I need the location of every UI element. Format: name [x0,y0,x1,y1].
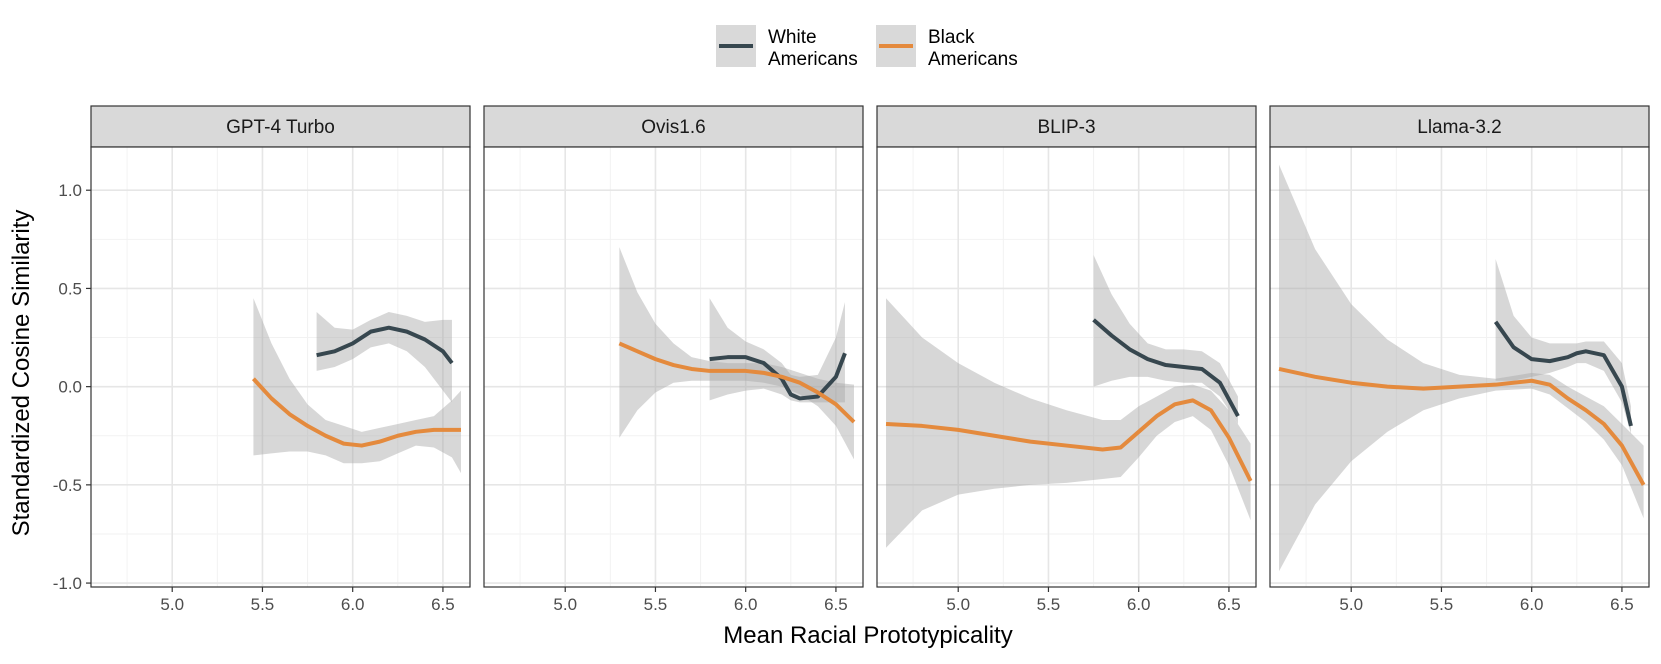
facet-strip [90,105,471,148]
confidence-band [1279,164,1644,572]
confidence-band [253,298,461,474]
y-axis: 1.0 0.5 0.0 -0.5 -1.0 [53,181,91,593]
series-line [1493,320,1633,427]
plot-area [1270,147,1649,587]
facet-strip [483,105,864,148]
confidence-band [886,298,1251,548]
x-tick-label: 6.0 [734,595,758,614]
y-tick-label: -0.5 [53,476,82,495]
facet-title: Ovis1.6 [641,117,705,138]
series-line [251,377,461,448]
x-tick-label: 5.0 [1339,595,1363,614]
series-line [316,325,454,365]
legend-label-white-line2: Americans [768,49,858,70]
x-tick-label: 6.0 [1127,595,1151,614]
plot-area [91,147,470,587]
series-line [709,352,847,401]
legend-label-black-line1: Black [928,27,975,48]
facet-panel: Ovis1.6 5.0 5.5 6.0 6.5 [483,105,882,614]
series-line [1092,318,1240,418]
y-tick-label: 1.0 [58,181,82,200]
x-tick-label: 5.0 [160,595,184,614]
x-tick-label: 6.0 [341,595,365,614]
x-tick-label: 5.5 [644,595,668,614]
facet-panel: BLIP-3 5.0 5.5 6.0 6.5 [876,105,1275,614]
y-tick-label: -1.0 [53,574,82,593]
facet-strip [876,105,1257,148]
facet-title: Llama-3.2 [1417,117,1502,138]
x-tick-label: 6.0 [1520,595,1544,614]
x-tick-label: 5.5 [251,595,275,614]
legend: White Americans Black Americans [716,25,1018,70]
x-tick-label: 6.5 [431,595,455,614]
x-tick-label: 6.5 [824,595,848,614]
facet-title: GPT-4 Turbo [226,117,335,138]
confidence-band [1495,258,1631,434]
y-axis-title: Standardized Cosine Similarity [8,210,35,537]
y-tick-label: 0.5 [58,279,82,298]
x-axis-title: Mean Racial Prototypicality [723,622,1012,649]
x-tick-label: 5.0 [553,595,577,614]
x-tick-label: 5.0 [946,595,970,614]
facet-strip [1269,105,1650,148]
facet-title: BLIP-3 [1037,117,1095,138]
series-line [885,398,1253,482]
series-line [1278,367,1646,486]
facet-panel: Llama-3.2 5.0 5.5 6.0 6.5 [1269,105,1650,614]
panel-border [876,146,1257,588]
legend-label-white-line1: White [768,27,817,48]
panel-border [483,146,864,588]
facet-panel: GPT-4 Turbo 5.0 5.5 6.0 6.5 [90,105,489,614]
confidence-band [1093,255,1238,424]
confidence-band [619,247,854,460]
x-tick-label: 6.5 [1217,595,1241,614]
legend-label-black-line2: Americans [928,49,1018,70]
series-line [618,341,856,424]
confidence-band [709,298,845,403]
x-tick-label: 6.5 [1610,595,1634,614]
facet-panels: GPT-4 Turbo 5.0 5.5 6.0 6.5 Ovis1.6 5.0 5.5 6.0 6… [90,105,1650,614]
x-tick-label: 5.5 [1037,595,1061,614]
panel-border [90,146,471,588]
y-tick-label: 0.0 [58,378,82,397]
panel-border [1269,146,1650,588]
x-tick-label: 5.5 [1430,595,1454,614]
